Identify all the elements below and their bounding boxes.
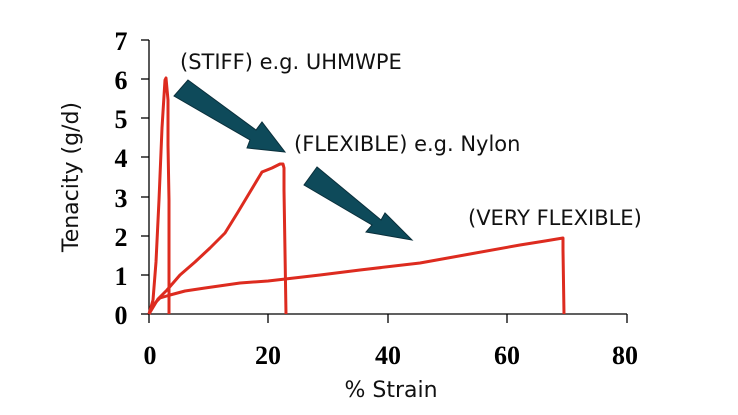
svg-text:0: 0 (144, 341, 157, 370)
annotation-stiff: (STIFF) e.g. UHMWPE (180, 50, 402, 74)
svg-text:2: 2 (115, 223, 128, 252)
svg-text:60: 60 (494, 341, 520, 370)
curve-stiff (147, 76, 171, 315)
svg-text:3: 3 (115, 184, 128, 213)
curve-flexible (147, 162, 288, 315)
annotation-flexible: (FLEXIBLE) e.g. Nylon (294, 132, 520, 156)
y-tick-marks (141, 39, 149, 315)
svg-text:4: 4 (115, 144, 128, 173)
annotation-very-flexible: (VERY FLEXIBLE) (468, 206, 642, 230)
svg-text:6: 6 (115, 66, 128, 95)
curve-very-flexible (147, 236, 566, 315)
svg-text:0: 0 (115, 301, 128, 330)
y-tick-labels: 0 1 2 3 4 5 6 7 (115, 27, 128, 330)
svg-text:40: 40 (375, 341, 401, 370)
svg-text:20: 20 (255, 341, 281, 370)
arrow-stiff-to-flexible-icon (173, 79, 287, 153)
x-tick-labels: 0 20 40 60 80 (144, 341, 639, 370)
svg-text:7: 7 (115, 27, 128, 56)
svg-text:5: 5 (115, 105, 128, 134)
x-tick-marks (148, 314, 628, 323)
x-axis-title: % Strain (344, 378, 437, 403)
arrow-flexible-to-very-flexible-icon (303, 166, 414, 241)
y-axis-title: Tenacity (g/d) (59, 102, 84, 253)
svg-text:1: 1 (115, 262, 128, 291)
svg-text:80: 80 (612, 341, 638, 370)
